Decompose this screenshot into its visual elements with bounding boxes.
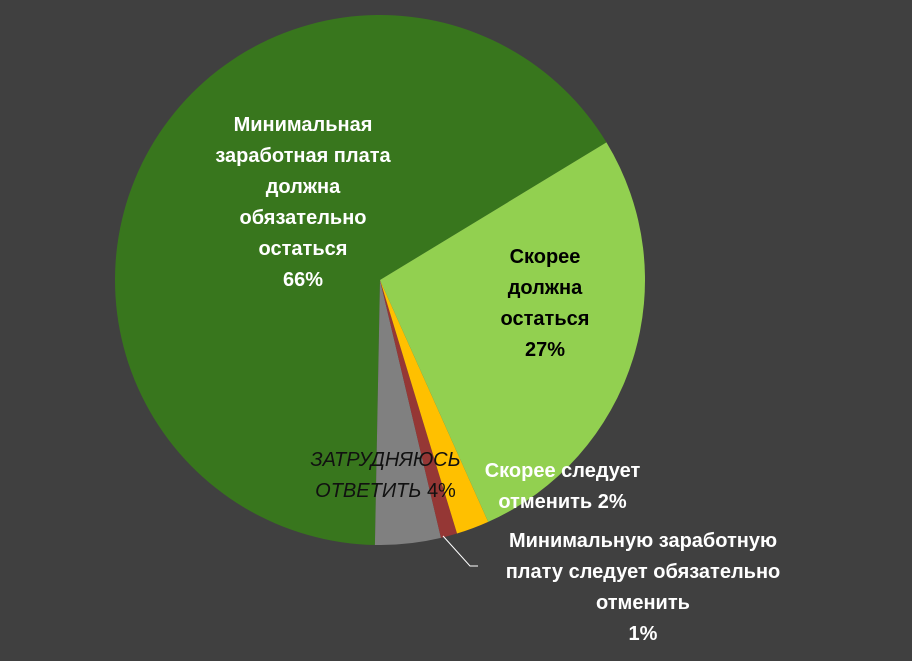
leader-line — [442, 535, 478, 567]
value-label: 2% — [597, 491, 627, 513]
slice-label: Скорее должна остаться 27% — [475, 242, 615, 366]
slice-label: ЗАТРУДНЯЮСЬ ОТВЕТИТЬ 4% — [298, 445, 473, 507]
slice-label: Скорее следует отменить 2% — [470, 456, 655, 518]
value-label: 27% — [524, 339, 566, 361]
pie-slice — [380, 142, 646, 522]
pie-slice — [374, 280, 441, 545]
value-label: 4% — [426, 480, 456, 502]
slice-label: Минимальную заработную плату следует обя… — [483, 526, 803, 650]
slice-label: Минимальная заработная плата должна обяз… — [213, 110, 393, 296]
value-label: 66% — [282, 269, 324, 291]
category-label: Минимальная заработная плата должна обяз… — [215, 114, 391, 260]
category-label: Минимальную заработную плату следует обя… — [505, 530, 781, 614]
value-label: 1% — [628, 623, 658, 645]
pie-slice — [115, 15, 607, 545]
category-label: Скорее следует отменить — [484, 460, 641, 513]
pie-slice — [380, 280, 458, 538]
category-label: Скорее должна остаться — [500, 246, 590, 330]
pie-slice — [380, 280, 489, 534]
category-label: ЗАТРУДНЯЮСЬ ОТВЕТИТЬ — [310, 449, 461, 502]
